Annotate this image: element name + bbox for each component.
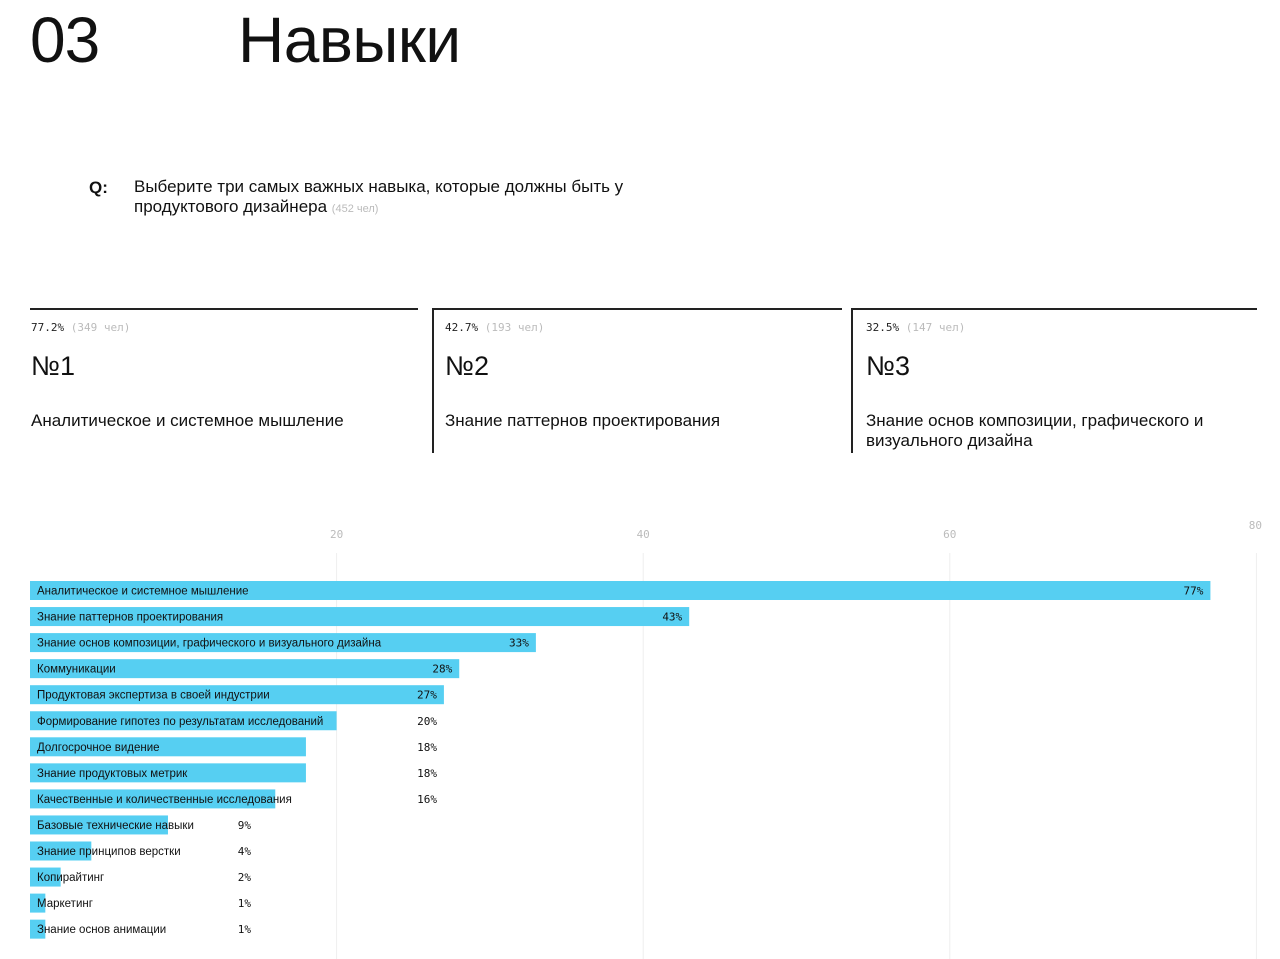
bar xyxy=(30,685,444,705)
bar-label: Знание принципов верстки xyxy=(37,846,181,858)
bar xyxy=(30,659,460,679)
bar-label: Знание продуктовых метрик xyxy=(37,768,188,780)
bar-label: Знание основ композиции, графического и … xyxy=(37,638,382,650)
question-body: Выберите три самых важных навыка, которы… xyxy=(134,177,624,216)
x-tick-label: 40 xyxy=(637,528,650,541)
top-skill-rank: №3 xyxy=(866,351,910,381)
top-skill-stat: 42.7% (193 чел) xyxy=(445,321,544,334)
value-label: 1% xyxy=(238,897,252,910)
top-skill-percent: 77.2% xyxy=(31,321,65,334)
top-skill-card-3: 32.5% (147 чел) №3 Знание основ композиц… xyxy=(851,308,1257,453)
top-skill-rank: №1 xyxy=(31,351,75,381)
bar-label: Маркетинг xyxy=(37,898,93,910)
top-skill-count: (147 чел) xyxy=(905,321,966,334)
bar xyxy=(30,763,306,783)
top-skill-rank: №2 xyxy=(445,351,489,381)
bar-label: Базовые технические навыки xyxy=(37,820,194,832)
question-text: Выберите три самых важных навыка, которы… xyxy=(134,177,654,219)
value-label: 77% xyxy=(1184,585,1204,598)
bar-label: Знание паттернов проектирования xyxy=(37,612,223,624)
value-label: 16% xyxy=(417,793,437,806)
value-label: 9% xyxy=(238,819,252,832)
skills-bar-chart: 20 40 60 80 Аналитическое и системное мышлен… xyxy=(30,519,1262,959)
bar-label: Качественные и количественные исследован… xyxy=(37,794,292,806)
top-skill-title: Аналитическое и системное мышление xyxy=(31,411,344,430)
top-skill-percent: 42.7% xyxy=(445,321,479,334)
top-skill-count: (193 чел) xyxy=(484,321,545,334)
value-label: 18% xyxy=(417,741,437,754)
top-skill-stat: 77.2% (349 чел) xyxy=(31,321,130,334)
top-skill-stat: 32.5% (147 чел) xyxy=(866,321,965,334)
bar xyxy=(30,581,1211,600)
top-skill-card-1: 77.2% (349 чел) №1 Аналитическое и систе… xyxy=(30,308,418,453)
value-label: 1% xyxy=(238,923,252,936)
x-tick-label: 60 xyxy=(943,528,956,541)
bar xyxy=(30,633,536,653)
bar xyxy=(30,867,61,887)
bar xyxy=(30,815,168,835)
bar-label: Знание основ анимации xyxy=(37,924,166,936)
x-tick-label: 20 xyxy=(330,528,343,541)
value-label: 28% xyxy=(432,663,452,676)
question-marker: Q: xyxy=(89,178,108,197)
bar xyxy=(30,711,337,731)
bar xyxy=(30,789,276,809)
value-label: 27% xyxy=(417,689,437,702)
top-skill-card-2: 42.7% (193 чел) №2 Знание паттернов прое… xyxy=(432,308,842,453)
bar xyxy=(30,841,92,861)
value-label: 4% xyxy=(238,845,252,858)
value-label: 2% xyxy=(238,871,252,884)
bar-label: Коммуникации xyxy=(37,664,116,676)
bar-label: Аналитическое и системное мышление xyxy=(37,586,249,598)
top-skill-percent: 32.5% xyxy=(866,321,900,334)
question-respondents: (452 чел) xyxy=(331,203,379,215)
value-label: 20% xyxy=(417,715,437,728)
value-label: 33% xyxy=(509,637,529,650)
bar xyxy=(30,737,306,757)
bar-label: Копирайтинг xyxy=(37,872,104,884)
x-tick-label: 80 xyxy=(1249,519,1262,532)
top-skill-title: Знание паттернов проектирования xyxy=(445,411,721,430)
value-label: 43% xyxy=(662,611,682,624)
bar xyxy=(30,919,46,939)
bar-label: Продуктовая экспертиза в своей индустрии xyxy=(37,690,270,702)
top-skill-title: Знание основ композиции, графического и … xyxy=(866,411,1204,450)
bar xyxy=(30,893,46,913)
value-label: 18% xyxy=(417,767,437,780)
top-skill-count: (349 чел) xyxy=(70,321,131,334)
bar-label: Долгосрочное видение xyxy=(37,742,160,754)
bar-label: Формирование гипотез по результатам иссл… xyxy=(37,716,323,728)
section-title: Навыки xyxy=(238,4,461,76)
bar xyxy=(30,607,690,627)
section-number: 03 xyxy=(30,4,100,76)
